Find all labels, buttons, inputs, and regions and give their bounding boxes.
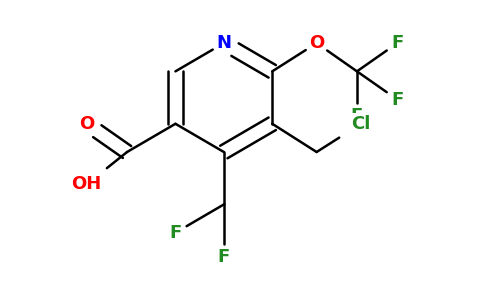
Text: F: F xyxy=(391,91,404,109)
Text: Cl: Cl xyxy=(351,115,371,133)
Text: OH: OH xyxy=(72,175,102,193)
Text: N: N xyxy=(216,34,231,52)
Text: O: O xyxy=(309,34,324,52)
Text: F: F xyxy=(391,34,404,52)
Text: F: F xyxy=(169,224,182,242)
Text: O: O xyxy=(79,115,94,133)
Text: F: F xyxy=(351,107,363,125)
Text: F: F xyxy=(218,248,230,266)
